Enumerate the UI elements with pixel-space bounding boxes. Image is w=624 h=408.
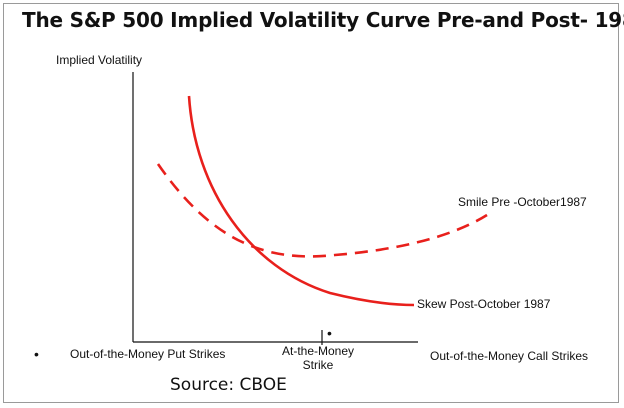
smile-curve-label: Smile Pre -October1987 [458,195,587,209]
atm-label-line1: At-the-Money [282,344,355,358]
y-axis-label: Implied Volatility [56,53,143,67]
smile-curve [156,163,488,258]
source-credit: Source: CBOE [170,375,287,395]
figure-title: The S&P 500 Implied Volatility Curve Pre… [22,8,624,32]
bullet-marker: • [327,325,332,341]
skew-curve-label: Skew Post-October 1987 [417,297,551,311]
bullet-marker: • [34,346,39,362]
call-strikes-label: Out-of-the-Money Call Strikes [430,349,589,363]
put-strikes-label: Out-of-the-Money Put Strikes [70,347,226,361]
atm-strike-label: At-the-Money Strike [282,344,354,372]
atm-label-line2: Strike [302,358,334,372]
skew-curve [187,95,415,307]
figure-frame [3,3,619,403]
